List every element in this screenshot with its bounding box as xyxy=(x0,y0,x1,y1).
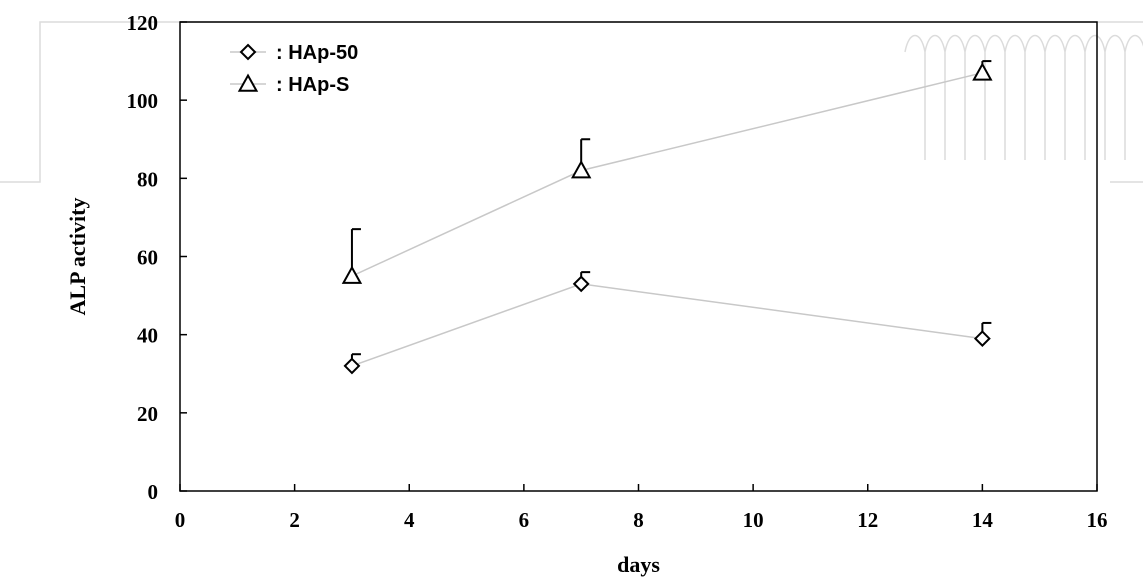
data-point-diamond xyxy=(973,330,991,347)
x-tick-label: 16 xyxy=(1087,508,1108,532)
x-tick-label: 12 xyxy=(857,508,878,532)
legend-label: : HAp-S xyxy=(276,74,349,96)
y-tick-label: 40 xyxy=(137,324,158,348)
series-hap-s xyxy=(341,60,993,284)
data-point-diamond xyxy=(239,43,257,61)
data-point-triangle xyxy=(341,265,363,284)
y-tick-label: 100 xyxy=(127,89,159,113)
y-axis: 0 20 40 60 80 100 120 xyxy=(127,11,187,504)
y-tick-label: 20 xyxy=(137,402,158,426)
x-tick-label: 4 xyxy=(404,508,415,532)
legend-label: : HAp-50 xyxy=(276,42,358,64)
data-point-triangle xyxy=(972,62,993,81)
data-point-triangle xyxy=(570,159,592,179)
x-tick-label: 14 xyxy=(972,508,994,532)
legend: : HAp-50 : HAp-S xyxy=(230,42,358,96)
x-tick-label: 2 xyxy=(289,508,300,532)
y-axis-title: ALP activity xyxy=(65,198,90,316)
series-line xyxy=(351,72,983,277)
series-line xyxy=(351,283,983,367)
data-point-diamond xyxy=(572,275,590,293)
data-point-diamond xyxy=(343,357,361,375)
watermark-frame xyxy=(0,21,1143,183)
x-tick-label: 6 xyxy=(519,508,530,532)
x-axis-title: days xyxy=(617,552,660,577)
watermark-line xyxy=(0,21,1143,183)
series-layer xyxy=(341,60,993,375)
y-tick-label: 80 xyxy=(137,167,158,191)
watermark-shape xyxy=(904,34,1143,160)
y-tick-label: 120 xyxy=(127,11,159,35)
y-tick-label: 0 xyxy=(148,480,159,504)
x-axis: 0 2 4 6 8 10 12 14 16 xyxy=(175,484,1108,532)
data-point-triangle xyxy=(237,73,259,92)
y-tick-label: 60 xyxy=(137,246,158,270)
x-tick-label: 0 xyxy=(175,508,186,532)
x-tick-label: 10 xyxy=(743,508,764,532)
series-hap-50 xyxy=(343,271,992,375)
x-tick-label: 8 xyxy=(633,508,644,532)
